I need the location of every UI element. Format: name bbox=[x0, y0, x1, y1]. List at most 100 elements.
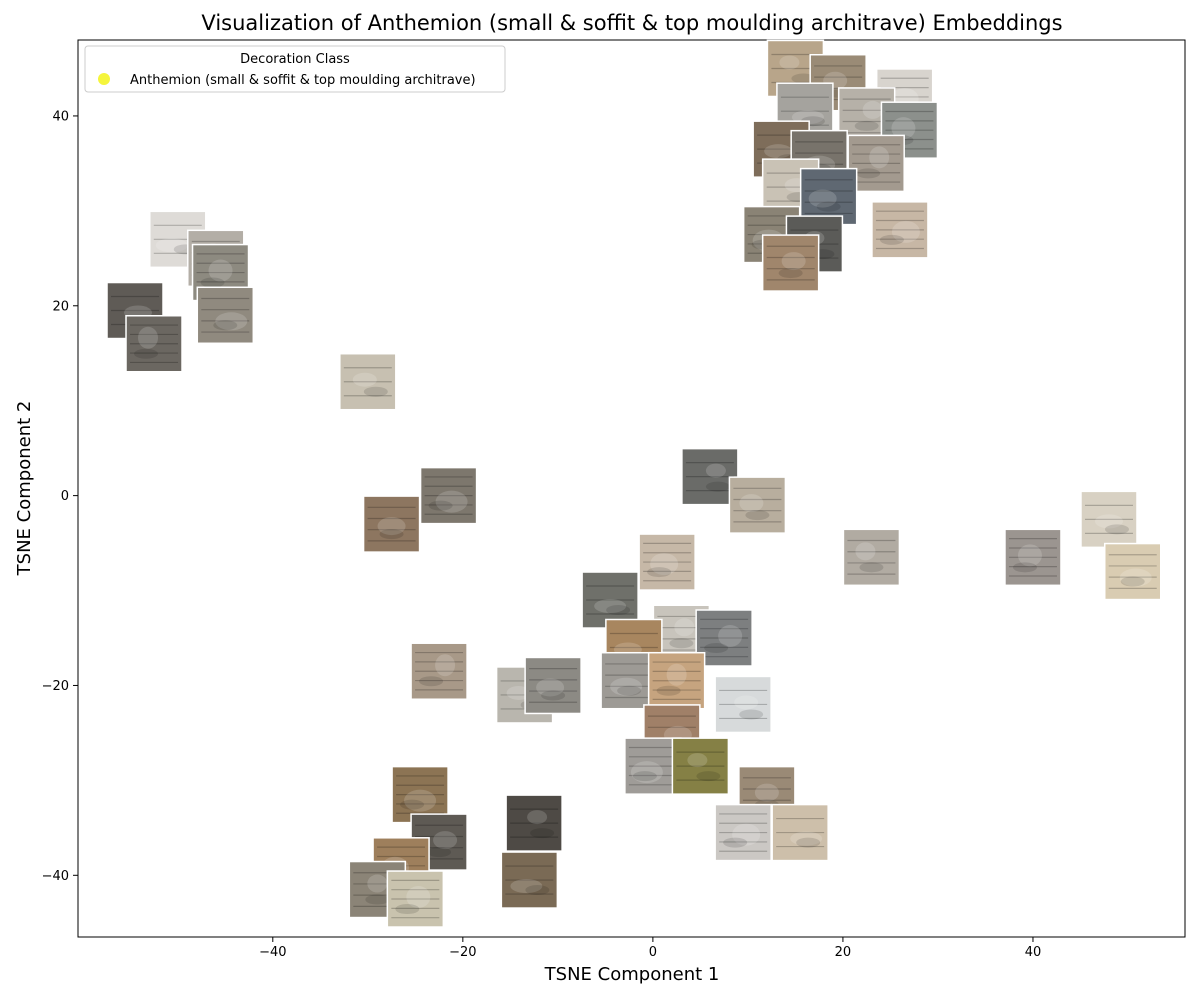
thumbnail-fill bbox=[196, 286, 255, 345]
thumbnail-highlight bbox=[594, 599, 627, 614]
data-point-thumbnail bbox=[647, 651, 706, 710]
thumbnail-fill bbox=[638, 533, 696, 591]
thumbnail-highlight bbox=[1119, 568, 1152, 587]
thumbnail-fill bbox=[671, 737, 730, 795]
thumbnail-highlight bbox=[630, 761, 663, 784]
thumbnail-fill bbox=[410, 642, 468, 700]
thumbnail-highlight bbox=[862, 100, 883, 119]
data-point-thumbnail bbox=[695, 609, 753, 667]
thumbnail-shadow bbox=[856, 168, 881, 179]
thumbnail-fill bbox=[695, 609, 753, 667]
y-tick-label: 20 bbox=[52, 299, 69, 314]
data-point-thumbnail bbox=[125, 314, 183, 373]
thumbnail-shadow bbox=[213, 320, 238, 331]
x-tick-label: 40 bbox=[1025, 945, 1042, 960]
thumbnail-shadow bbox=[1104, 524, 1129, 535]
thumbnail-highlight bbox=[1094, 514, 1123, 529]
thumbnail-shadow bbox=[778, 268, 803, 279]
data-point-thumbnail bbox=[419, 466, 478, 525]
legend-marker bbox=[98, 73, 110, 85]
thumbnail-fill bbox=[386, 870, 445, 928]
thumbnail-shadow bbox=[379, 529, 404, 540]
x-tick-label: −20 bbox=[449, 945, 476, 960]
thumbnail-highlight bbox=[674, 618, 695, 637]
thumbnail-highlight bbox=[869, 146, 890, 169]
y-tick-label: 0 bbox=[61, 489, 69, 504]
thumbnail-fill bbox=[647, 651, 706, 710]
chart-title: Visualization of Anthemion (small & soff… bbox=[201, 11, 1062, 35]
thumbnail-fill bbox=[842, 528, 901, 587]
thumbnail-fill bbox=[681, 447, 739, 506]
thumbnail-fill bbox=[500, 851, 559, 909]
thumbnail-fill bbox=[771, 803, 829, 862]
y-axis-label: TSNE Component 2 bbox=[14, 401, 35, 577]
thumbnail-fill bbox=[624, 737, 682, 795]
legend: Decoration Class Anthemion (small & soff… bbox=[84, 45, 506, 93]
data-point-thumbnail bbox=[842, 528, 901, 587]
legend-title: Decoration Class bbox=[240, 52, 350, 67]
thumbnail-highlight bbox=[377, 517, 406, 536]
data-point-thumbnail bbox=[1080, 490, 1138, 549]
thumbnail-fill bbox=[524, 656, 582, 715]
data-point-thumbnail bbox=[505, 794, 563, 852]
data-point-thumbnail bbox=[771, 803, 829, 862]
thumbnail-shadow bbox=[705, 481, 730, 492]
thumbnail-shadow bbox=[879, 234, 904, 245]
thumbnail-highlight bbox=[891, 220, 920, 243]
data-point-thumbnail bbox=[196, 286, 255, 345]
thumbnail-highlight bbox=[536, 678, 565, 697]
thumbnail-highlight bbox=[666, 663, 687, 686]
y-tick-label: −20 bbox=[42, 679, 69, 694]
thumbnail-fill bbox=[125, 314, 183, 373]
x-tick-label: 0 bbox=[649, 945, 657, 960]
data-point-thumbnail bbox=[671, 737, 730, 795]
thumbnail-fill bbox=[714, 803, 772, 862]
thumbnail-fill bbox=[362, 495, 421, 553]
thumbnail-highlight bbox=[208, 259, 233, 282]
thumbnail-highlight bbox=[404, 789, 437, 812]
thumbnail-fill bbox=[419, 466, 478, 525]
data-point-thumbnail bbox=[600, 651, 658, 710]
thumbnail-shadow bbox=[606, 605, 631, 616]
thumbnail-shadow bbox=[525, 885, 550, 896]
data-point-thumbnail bbox=[500, 851, 559, 909]
data-point-thumbnail bbox=[799, 167, 858, 226]
data-point-thumbnail bbox=[339, 352, 397, 411]
thumbnail-highlight bbox=[433, 831, 458, 850]
thumbnail-highlight bbox=[155, 238, 188, 253]
y-tick-label: −40 bbox=[42, 869, 69, 884]
thumbnail-shadow bbox=[365, 894, 390, 905]
thumbnail-highlight bbox=[732, 823, 761, 846]
thumbnail-shadow bbox=[816, 201, 841, 212]
thumbnail-fill bbox=[1103, 542, 1162, 601]
x-tick-label: −40 bbox=[259, 945, 286, 960]
thumbnail-highlight bbox=[891, 117, 916, 140]
thumbnail-shadow bbox=[400, 799, 425, 810]
thumbnail-fill bbox=[799, 167, 858, 226]
thumbnail-shadow bbox=[704, 643, 729, 653]
data-point-thumbnail bbox=[847, 134, 905, 193]
y-axis-ticks: −40 −20 0 20 40 bbox=[42, 109, 78, 884]
data-point-thumbnail bbox=[761, 234, 820, 292]
thumbnail-shadow bbox=[791, 73, 816, 84]
thumbnail-fill bbox=[847, 134, 905, 193]
data-point-thumbnail bbox=[871, 201, 929, 259]
thumbnail-highlight bbox=[734, 695, 759, 710]
thumbnail-shadow bbox=[745, 510, 770, 521]
thumbnail-shadow bbox=[1120, 576, 1145, 587]
thumbnail-fill bbox=[714, 675, 772, 734]
thumbnail-highlight bbox=[510, 879, 543, 894]
thumbnail-highlight bbox=[739, 494, 764, 513]
data-point-thumbnail bbox=[638, 533, 696, 591]
thumbnail-highlight bbox=[435, 654, 456, 677]
data-point-thumbnail bbox=[386, 870, 445, 928]
plot-area bbox=[77, 39, 1186, 938]
thumbnail-shadow bbox=[647, 567, 672, 578]
thumbnail-highlight bbox=[435, 490, 468, 513]
thumbnail-highlight bbox=[215, 312, 248, 331]
thumbnail-highlight bbox=[781, 252, 806, 271]
data-point-thumbnail bbox=[581, 571, 639, 629]
thumbnail-shadow bbox=[656, 685, 681, 696]
thumbnail-fill bbox=[728, 476, 787, 534]
